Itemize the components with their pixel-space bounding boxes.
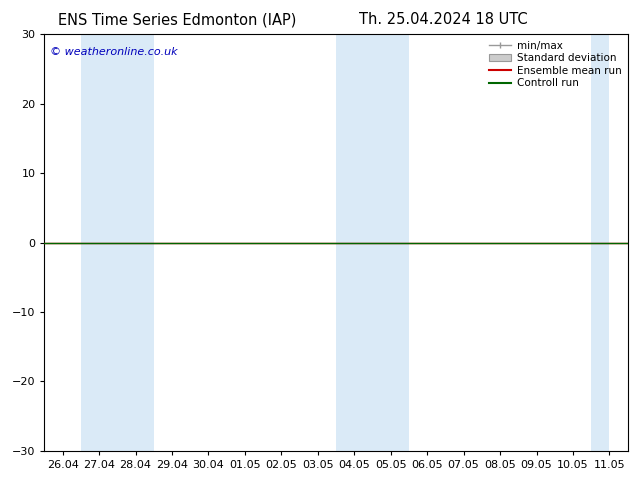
Bar <box>81 34 153 451</box>
Text: Th. 25.04.2024 18 UTC: Th. 25.04.2024 18 UTC <box>359 12 528 27</box>
Legend: min/max, Standard deviation, Ensemble mean run, Controll run: min/max, Standard deviation, Ensemble me… <box>484 36 626 93</box>
Bar <box>591 34 609 451</box>
Text: © weatheronline.co.uk: © weatheronline.co.uk <box>50 47 178 57</box>
Text: ENS Time Series Edmonton (IAP): ENS Time Series Edmonton (IAP) <box>58 12 297 27</box>
Bar <box>336 34 409 451</box>
